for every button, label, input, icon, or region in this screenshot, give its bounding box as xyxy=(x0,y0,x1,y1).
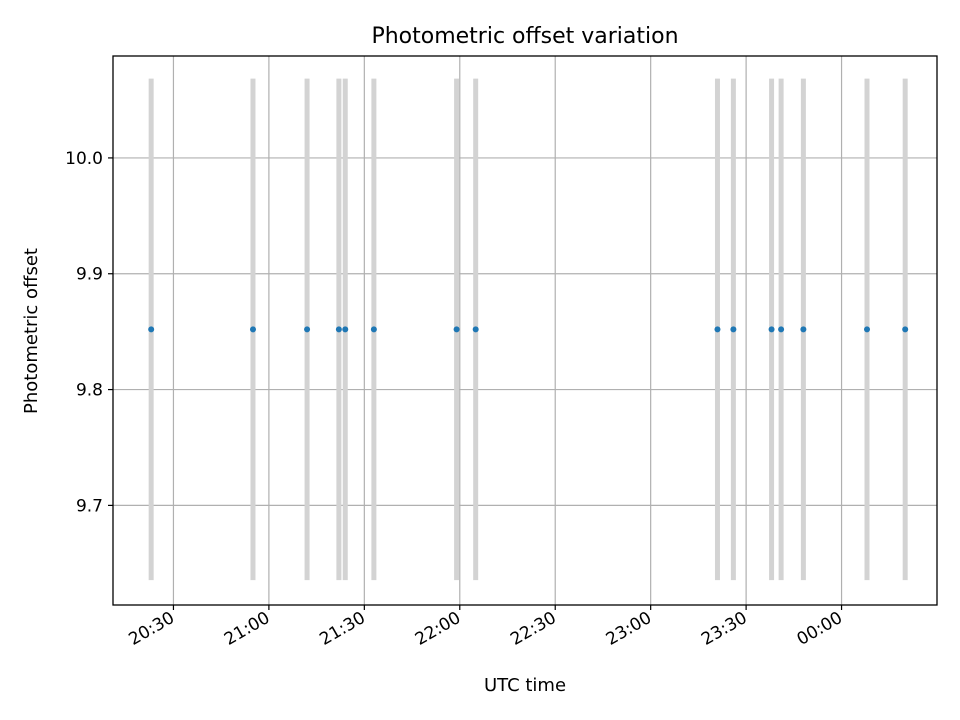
x-axis-ticks: 20:30 21:00 21:30 22:00 22:30 23:00 23:30 00:00 xyxy=(126,605,846,650)
data-point xyxy=(864,326,871,333)
chart-title: Photometric offset variation xyxy=(371,24,678,49)
data-point xyxy=(730,326,737,333)
y-tick-label: 9.8 xyxy=(76,381,103,401)
x-tick-label: 00:00 xyxy=(794,608,846,650)
y-tick-label: 9.7 xyxy=(76,496,103,516)
x-tick-label: 20:30 xyxy=(126,608,178,650)
y-axis-label: Photometric offset xyxy=(21,248,42,414)
data-point xyxy=(249,326,256,333)
x-tick-label: 22:00 xyxy=(412,608,464,650)
x-axis-label: UTC time xyxy=(484,675,566,696)
x-tick-label: 21:00 xyxy=(221,608,273,650)
data-point xyxy=(472,326,479,333)
grid-lines xyxy=(113,56,937,605)
y-axis-ticks: 9.7 9.8 9.9 10.0 xyxy=(65,149,113,516)
y-tick-label: 9.9 xyxy=(76,265,103,285)
data-point xyxy=(304,326,311,333)
data-point xyxy=(335,326,342,333)
x-tick-label: 23:30 xyxy=(698,608,750,650)
x-tick-label: 21:30 xyxy=(316,608,368,650)
data-point xyxy=(902,326,909,333)
data-point xyxy=(768,326,775,333)
data-point xyxy=(714,326,721,333)
data-point xyxy=(342,326,349,333)
x-tick-label: 22:30 xyxy=(507,608,559,650)
y-tick-label: 10.0 xyxy=(65,149,103,169)
data-point xyxy=(800,326,807,333)
data-point xyxy=(453,326,460,333)
x-tick-label: 23:00 xyxy=(603,608,655,650)
plot-frame xyxy=(112,55,938,606)
data-point xyxy=(370,326,377,333)
data-point xyxy=(778,326,785,333)
data-points xyxy=(148,326,909,333)
data-point xyxy=(148,326,155,333)
